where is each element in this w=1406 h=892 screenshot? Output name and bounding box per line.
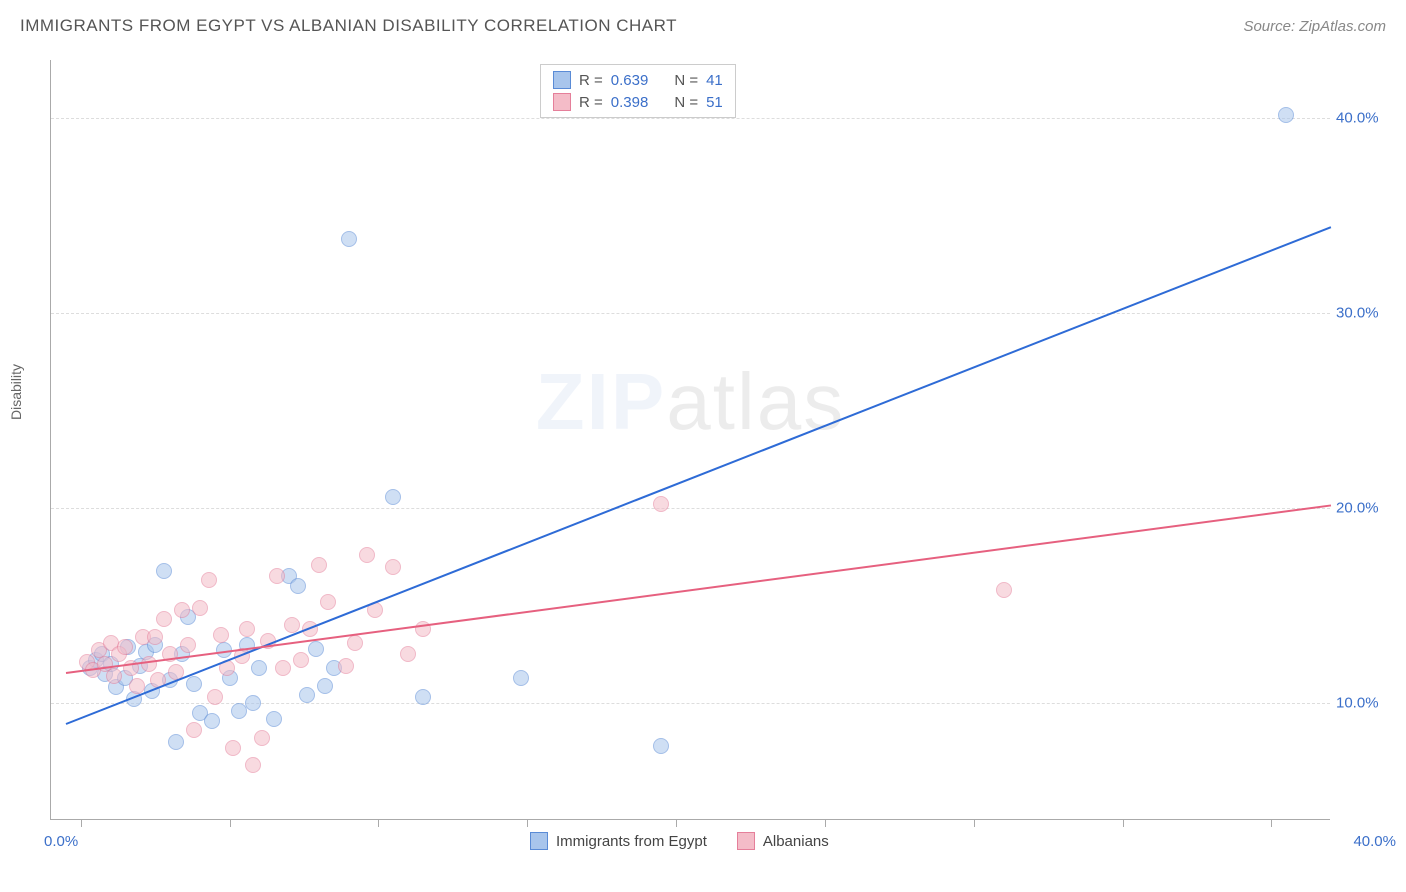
- x-tick: [230, 819, 231, 827]
- scatter-point: [311, 557, 327, 573]
- scatter-point: [231, 703, 247, 719]
- scatter-point: [239, 621, 255, 637]
- x-tick: [527, 819, 528, 827]
- scatter-point: [341, 231, 357, 247]
- gridline: [51, 313, 1330, 314]
- swatch-albanians: [553, 93, 571, 111]
- legend-item-egypt: Immigrants from Egypt: [530, 832, 707, 850]
- y-axis-label: Disability: [8, 364, 24, 420]
- scatter-point: [168, 734, 184, 750]
- scatter-point: [156, 563, 172, 579]
- scatter-point: [186, 722, 202, 738]
- x-tick: [676, 819, 677, 827]
- y-tick-label: 10.0%: [1336, 695, 1396, 712]
- y-tick-label: 40.0%: [1336, 110, 1396, 127]
- scatter-point: [347, 635, 363, 651]
- x-tick: [1271, 819, 1272, 827]
- x-tick: [81, 819, 82, 827]
- swatch-egypt-icon: [530, 832, 548, 850]
- x-tick-left: 0.0%: [44, 833, 78, 850]
- scatter-point: [251, 660, 267, 676]
- scatter-point: [269, 568, 285, 584]
- scatter-point: [308, 641, 324, 657]
- scatter-point: [317, 678, 333, 694]
- x-tick: [825, 819, 826, 827]
- scatter-point: [207, 689, 223, 705]
- chart-area: ZIPatlas 10.0%20.0%30.0%40.0% R = 0.639 …: [50, 60, 1330, 820]
- legend-label-egypt: Immigrants from Egypt: [556, 833, 707, 850]
- scatter-point: [320, 594, 336, 610]
- legend-row-egypt: R = 0.639 N = 41: [553, 69, 723, 91]
- scatter-point: [201, 572, 217, 588]
- scatter-point: [359, 547, 375, 563]
- trend-line: [66, 226, 1332, 725]
- scatter-point: [117, 639, 133, 655]
- series-legend: Immigrants from Egypt Albanians: [530, 832, 829, 850]
- scatter-point: [653, 738, 669, 754]
- scatter-point: [293, 652, 309, 668]
- scatter-point: [513, 670, 529, 686]
- y-tick-label: 20.0%: [1336, 500, 1396, 517]
- trend-line: [66, 504, 1331, 674]
- x-tick: [1123, 819, 1124, 827]
- scatter-point: [400, 646, 416, 662]
- x-tick: [974, 819, 975, 827]
- scatter-point: [129, 678, 145, 694]
- chart-title: IMMIGRANTS FROM EGYPT VS ALBANIAN DISABI…: [20, 16, 677, 36]
- scatter-point: [141, 656, 157, 672]
- scatter-point: [385, 489, 401, 505]
- scatter-point: [213, 627, 229, 643]
- scatter-point: [290, 578, 306, 594]
- scatter-point: [266, 711, 282, 727]
- x-tick-right: 40.0%: [1353, 833, 1396, 850]
- plot-region: ZIPatlas 10.0%20.0%30.0%40.0%: [50, 60, 1330, 820]
- scatter-point: [192, 600, 208, 616]
- scatter-point: [996, 582, 1012, 598]
- scatter-point: [338, 658, 354, 674]
- scatter-point: [245, 757, 261, 773]
- scatter-point: [653, 496, 669, 512]
- scatter-point: [254, 730, 270, 746]
- scatter-point: [186, 676, 202, 692]
- x-tick: [378, 819, 379, 827]
- legend-label-albanians: Albanians: [763, 833, 829, 850]
- scatter-point: [225, 740, 241, 756]
- scatter-point: [174, 602, 190, 618]
- scatter-point: [275, 660, 291, 676]
- source-label: Source: ZipAtlas.com: [1243, 18, 1386, 35]
- correlation-legend: R = 0.639 N = 41 R = 0.398 N = 51: [540, 64, 736, 118]
- swatch-egypt: [553, 71, 571, 89]
- legend-item-albanians: Albanians: [737, 832, 829, 850]
- y-tick-label: 30.0%: [1336, 305, 1396, 322]
- gridline: [51, 508, 1330, 509]
- scatter-point: [1278, 107, 1294, 123]
- scatter-point: [415, 689, 431, 705]
- scatter-point: [299, 687, 315, 703]
- scatter-point: [204, 713, 220, 729]
- scatter-point: [156, 611, 172, 627]
- scatter-point: [106, 668, 122, 684]
- scatter-point: [245, 695, 261, 711]
- header: IMMIGRANTS FROM EGYPT VS ALBANIAN DISABI…: [0, 0, 1406, 44]
- scatter-point: [180, 637, 196, 653]
- scatter-point: [385, 559, 401, 575]
- gridline: [51, 118, 1330, 119]
- legend-row-albanians: R = 0.398 N = 51: [553, 91, 723, 113]
- swatch-albanians-icon: [737, 832, 755, 850]
- scatter-point: [147, 629, 163, 645]
